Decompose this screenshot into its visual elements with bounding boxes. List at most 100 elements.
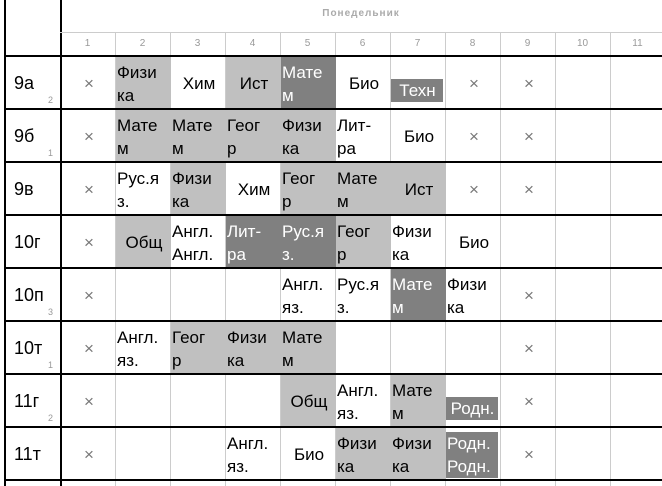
lesson-text: Физи bbox=[447, 275, 487, 294]
lesson-bar: Родн. bbox=[446, 397, 498, 420]
lesson-cell: Англ. яз. bbox=[116, 322, 171, 375]
lesson-text: р bbox=[282, 192, 292, 211]
lesson-bar: Техн bbox=[391, 79, 443, 102]
lesson-text: × bbox=[524, 445, 534, 464]
lesson-text: м bbox=[117, 139, 129, 158]
lesson-cell: Геог р bbox=[336, 216, 391, 269]
lesson-text: Англ. bbox=[337, 381, 379, 400]
lesson-text: Геог bbox=[227, 116, 261, 135]
class-name: 10п bbox=[14, 285, 44, 305]
row-border bbox=[4, 55, 662, 57]
lesson-text: × bbox=[524, 180, 534, 199]
lesson-text: Физи bbox=[282, 116, 322, 135]
lesson-text: м bbox=[282, 86, 294, 105]
lesson-text: ка bbox=[227, 351, 245, 370]
lesson-text: ка bbox=[392, 457, 410, 476]
class-name: 11т bbox=[14, 444, 41, 464]
lesson-text: × bbox=[84, 392, 94, 411]
lesson-cell: Мате м bbox=[281, 57, 336, 110]
lesson-text: × bbox=[84, 127, 94, 146]
lesson-cell: × bbox=[501, 322, 556, 375]
lesson-text: Мате bbox=[392, 275, 433, 294]
lesson-cell: Физи ка bbox=[391, 428, 446, 481]
lesson-text: яз. bbox=[117, 351, 139, 370]
lesson-text: Физи bbox=[172, 169, 212, 188]
grid-line bbox=[610, 32, 611, 486]
lesson-text: Физи bbox=[227, 328, 267, 347]
lesson-bar: Родн. Родн. bbox=[446, 432, 498, 478]
lesson-cell: × bbox=[501, 269, 556, 322]
row-border bbox=[4, 373, 662, 375]
lesson-cell: Физи ка bbox=[446, 269, 501, 322]
lesson-text: Мате bbox=[282, 328, 323, 347]
lesson-text: Лит- bbox=[337, 116, 372, 135]
class-sub: 2 bbox=[48, 95, 54, 105]
lesson-cell: × bbox=[61, 216, 116, 269]
lesson-cell: × bbox=[61, 163, 116, 216]
lesson-text: яз. bbox=[227, 457, 249, 476]
row-border bbox=[4, 267, 662, 269]
grid-line bbox=[225, 32, 226, 486]
row-border bbox=[4, 214, 662, 216]
lesson-text: × bbox=[469, 127, 479, 146]
lesson-text: × bbox=[524, 392, 534, 411]
lesson-text: ка bbox=[117, 86, 135, 105]
lesson-text: Геог bbox=[282, 169, 316, 188]
lesson-cell: Рус.я з. bbox=[116, 163, 171, 216]
lesson-text: × bbox=[469, 180, 479, 199]
lesson-cell: Лит-ра bbox=[336, 110, 391, 163]
lesson-text: м bbox=[392, 298, 404, 317]
lesson-text: з. bbox=[282, 245, 295, 264]
lesson-text: × bbox=[84, 286, 94, 305]
lesson-text: р bbox=[227, 139, 237, 158]
lesson-cell: × bbox=[501, 163, 556, 216]
grid-line bbox=[445, 32, 446, 486]
day-title: Понедельник bbox=[322, 8, 400, 19]
lesson-cell: Био bbox=[336, 57, 391, 110]
lesson-cell: Геог р bbox=[171, 322, 226, 375]
lesson-text: × bbox=[84, 339, 94, 358]
lesson-cell: Геог р bbox=[226, 110, 281, 163]
lesson-cell: × bbox=[61, 269, 116, 322]
lesson-text: Родн. bbox=[447, 434, 491, 453]
lesson-text: Лит- bbox=[227, 222, 262, 241]
lesson-cell: Хим bbox=[226, 163, 281, 216]
lesson-cell: × bbox=[446, 57, 501, 110]
lesson-text: ка bbox=[337, 457, 355, 476]
lesson-cell: Техн bbox=[391, 57, 446, 110]
lesson-cell: Мате м bbox=[116, 110, 171, 163]
lesson-cell: Мате м bbox=[336, 163, 391, 216]
lesson-text: Мате bbox=[392, 381, 433, 400]
class-sub: 1 bbox=[48, 148, 54, 158]
lesson-cell: × bbox=[501, 428, 556, 481]
lesson-cell: Физи ка bbox=[116, 57, 171, 110]
lesson-text: ка bbox=[172, 192, 190, 211]
lesson-cell: Физи ка bbox=[336, 428, 391, 481]
lesson-cell: Рус.я з. bbox=[336, 269, 391, 322]
grid-line bbox=[555, 32, 556, 486]
class-name: 9а bbox=[14, 73, 35, 93]
lesson-text: Мате bbox=[117, 116, 158, 135]
lesson-cell: Родн. Родн. bbox=[446, 428, 501, 481]
class-name: 11г bbox=[14, 391, 40, 411]
lesson-cell: Физи ка bbox=[391, 216, 446, 269]
lesson-cell: Мате м bbox=[391, 375, 446, 428]
lesson-text: Био bbox=[293, 445, 325, 464]
lesson-text: ка bbox=[282, 139, 300, 158]
lesson-cell: Физи ка bbox=[281, 110, 336, 163]
border bbox=[60, 32, 662, 33]
lesson-cell: × bbox=[61, 322, 116, 375]
lesson-cell: Ист bbox=[226, 57, 281, 110]
period-number: 6 bbox=[359, 38, 366, 49]
lesson-text: Англ. bbox=[172, 245, 214, 264]
lesson-text: Физи bbox=[337, 434, 377, 453]
lesson-text: Англ. bbox=[172, 222, 214, 241]
lesson-cell: × bbox=[446, 110, 501, 163]
lesson-text: Англ. bbox=[282, 275, 324, 294]
lesson-text: ка bbox=[447, 298, 465, 317]
lesson-cell: × bbox=[61, 375, 116, 428]
lesson-cell: Англ. Англ. bbox=[171, 216, 226, 269]
lesson-text: Геог bbox=[172, 328, 206, 347]
lesson-text: × bbox=[524, 127, 534, 146]
